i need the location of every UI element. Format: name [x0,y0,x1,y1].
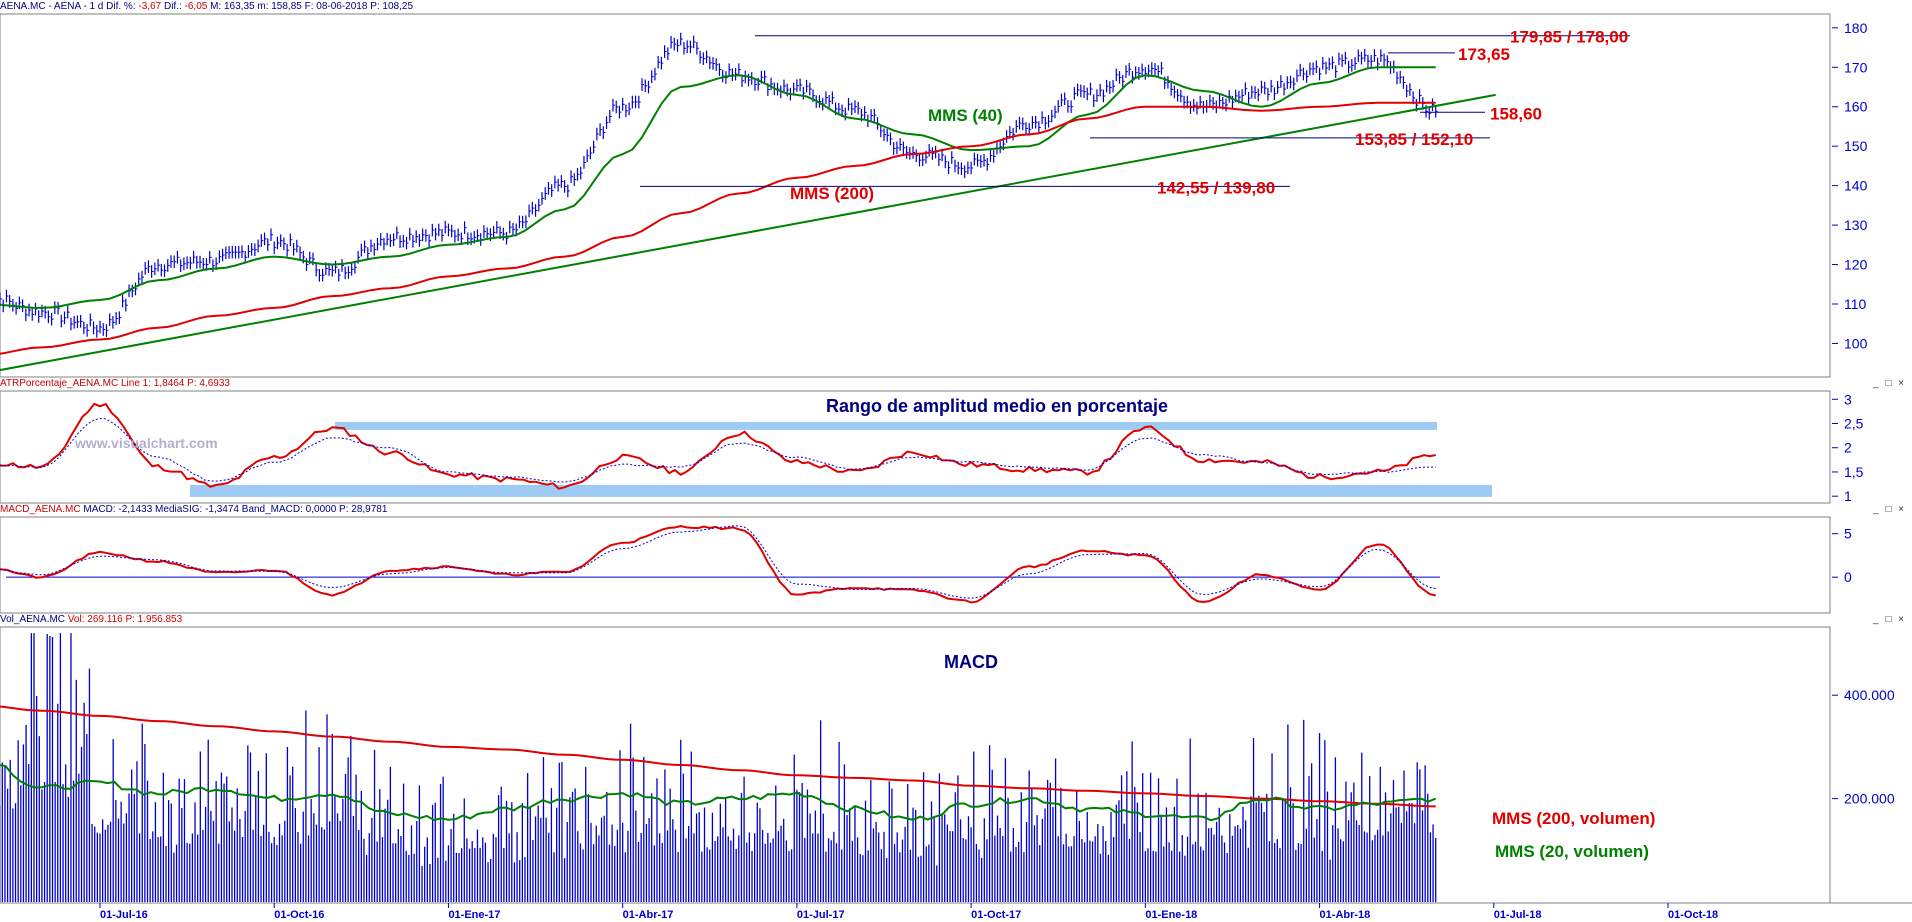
atr-lower-band [190,484,1492,497]
level-label: 142,55 / 139,80 [1157,178,1275,197]
vol-sma200-line [0,705,1436,808]
price-ytick-label: 100 [1844,335,1868,351]
sma200-line [0,101,1436,355]
atr-ytick-label: 2 [1844,440,1852,456]
dif-pct-value: -3,67 [138,1,162,12]
dif-value: -6,05 [184,1,208,12]
price-ytick-label: 130 [1844,217,1868,233]
volume-pane: 200.000 400.000 MMS (200, volumen) MMS (20,… [0,633,1895,902]
atr-line [0,402,1436,490]
atr-window-buttons[interactable]: _ □ × [1873,378,1906,389]
atr-pane-name: ATRPorcentaje_AENA.MC [0,378,119,389]
macd-ytick-label: 5 [1844,526,1852,542]
sma40-line [0,66,1436,309]
atr-upper-band [335,421,1437,430]
level-label: 153,85 / 152,10 [1355,130,1473,149]
sma200-annotation: MMS (200) [790,184,874,203]
price-ytick-label: 110 [1844,296,1867,312]
dif-pct-label: Dif. %: [106,1,136,12]
atr-ytick-label: 1,5 [1844,464,1864,480]
price-stats: M: 163,35 m: 158,85 F: 08-06-2018 P: 108… [210,1,414,12]
vol-sma200-annotation: MMS (200, volumen) [1492,809,1655,828]
x-axis: 01-Jul-16 01-Oct-16 01-Ene-17 01-Abr-17 01-J… [99,903,1718,921]
macd-title: MACD [944,652,998,672]
vol-sma20-annotation: MMS (20, volumen) [1495,842,1649,861]
vol-window-buttons[interactable]: _ □ × [1873,614,1906,625]
atr-pane-frame [0,390,1831,504]
price-ytick-label: 160 [1844,99,1868,115]
price-ytick-label: 120 [1844,257,1868,273]
watermark: www.visualchart.com [74,435,218,451]
atr-title: Rango de amplitud medio en porcentaje [826,396,1168,416]
macd-ytick-label: 0 [1844,569,1852,585]
xtick-label: 01-Jul-18 [1494,909,1542,921]
level-label: 179,85 / 178,00 [1510,28,1628,47]
atr-ytick-label: 2,5 [1844,415,1864,431]
price-pane-frame [0,13,1831,378]
xtick-label: 01-Ene-17 [448,909,500,921]
atr-ytick-label: 1 [1844,488,1852,504]
macd-window-buttons[interactable]: _ □ × [1873,504,1906,515]
level-label: 173,65 [1458,45,1510,64]
level-label: 158,60 [1490,104,1542,123]
xtick-label: 01-Oct-18 [1668,909,1718,921]
vol-pane-frame [0,626,1831,904]
vol-pane-header: Vol_AENA.MC Vol: 269.116 P: 1.956.853 [0,613,1500,627]
xtick-label: 01-Oct-16 [274,909,324,921]
vol-sma20-line [0,764,1437,822]
atr-pane-header: ATRPorcentaje_AENA.MC Line 1: 1,8464 P: … [0,377,1500,391]
price-pane: 100 110 120 130 140 150 160 170 180 179,85 / 178,… [0,20,1868,372]
atr-pane: 1 1,5 2 2,5 3 Rango de amplitud medio en porc… [0,391,1864,504]
price-ytick-label: 180 [1844,20,1868,36]
trendline [0,93,1496,372]
xtick-label: 01-Ene-18 [1145,909,1197,921]
macd-pane-name: MACD_AENA.MC [0,504,81,515]
vol-pane-name: Vol_AENA.MC [0,614,66,625]
price-pane-header: AENA.MC - AENA - 1 d Dif. %: -3,67 Dif.:… [0,0,1500,14]
xtick-label: 01-Oct-17 [971,909,1021,921]
macd-pane-header: MACD_AENA.MC MACD: -2,1433 MediaSIG: -1,… [0,503,1500,517]
vol-ytick-label: 200.000 [1844,791,1895,807]
vol-ytick-label: 400.000 [1844,687,1895,703]
macd-pane-frame [0,516,1831,614]
price-ytick-label: 150 [1844,138,1868,154]
atr-ytick-label: 3 [1844,391,1852,407]
xtick-label: 01-Abr-18 [1320,909,1371,921]
macd-pane: 0 5 MACD [0,524,1852,672]
price-ytick-label: 140 [1844,178,1868,194]
xtick-label: 01-Jul-16 [100,909,148,921]
price-ytick-label: 170 [1844,59,1868,75]
macd-signal-line [0,525,1436,599]
vol-stats: Vol: 269.116 P: 1.956.853 [67,614,183,625]
xtick-label: 01-Jul-17 [797,909,845,921]
macd-line [0,524,1436,604]
dif-label: Dif.: [163,1,182,12]
atr-stats: Line 1: 1,8464 P: 4,6933 [120,378,230,389]
price-pane-name: AENA.MC - AENA - 1 d [0,1,104,12]
sma40-annotation: MMS (40) [928,106,1003,125]
macd-stats: MACD: -2,1433 MediaSIG: -1,3474 Band_MAC… [83,504,388,515]
xtick-label: 01-Abr-17 [623,909,674,921]
